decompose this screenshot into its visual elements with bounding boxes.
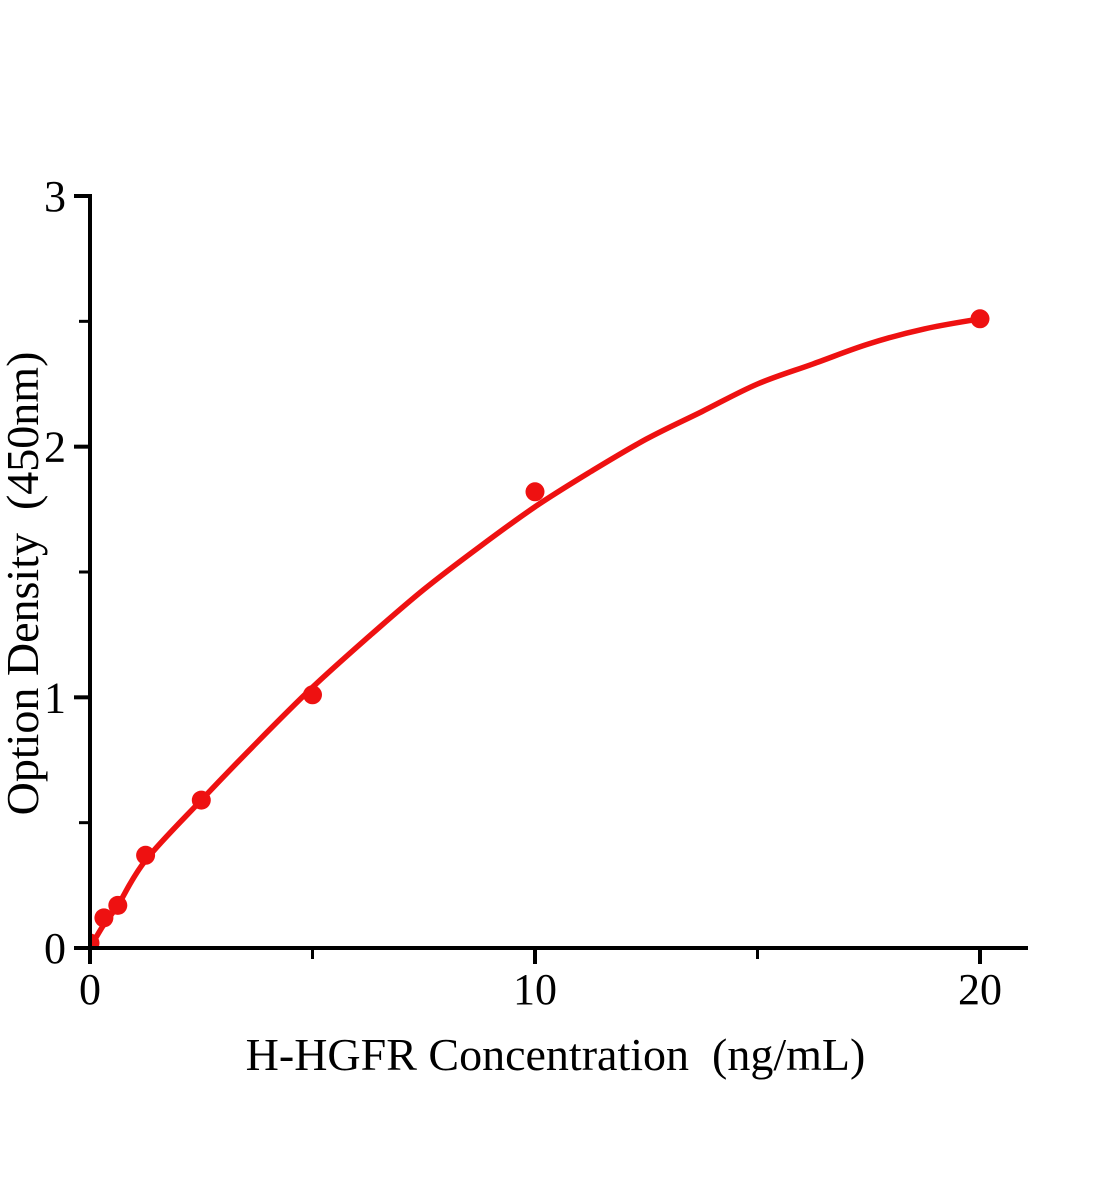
- x-tick-label: 20: [958, 965, 1002, 1014]
- y-tick-label: 0: [44, 924, 66, 973]
- data-point-marker: [108, 895, 128, 915]
- data-point-marker: [191, 790, 211, 810]
- data-point-marker: [970, 309, 990, 329]
- y-axis-title: Option Density (450nm): [0, 329, 48, 816]
- axes-layer: 0 10 20 0 1 2 3 H-HGFR Concentration (ng/mL) Op…: [0, 172, 1028, 1080]
- data-point-marker: [90, 933, 100, 948]
- data-point-marker: [303, 685, 322, 705]
- y-tick-label: 1: [44, 673, 66, 722]
- data-point-marker: [136, 845, 156, 865]
- data-layer: [90, 309, 990, 948]
- x-axis-title: H-HGFR Concentration (ng/mL): [246, 1029, 889, 1080]
- y-tick-label: 3: [44, 172, 66, 221]
- y-tick-label: 2: [44, 423, 66, 472]
- data-point-marker: [525, 482, 545, 502]
- data-point-marker: [94, 908, 114, 928]
- x-tick-label: 10: [513, 965, 557, 1014]
- x-tick-label: 0: [79, 965, 101, 1014]
